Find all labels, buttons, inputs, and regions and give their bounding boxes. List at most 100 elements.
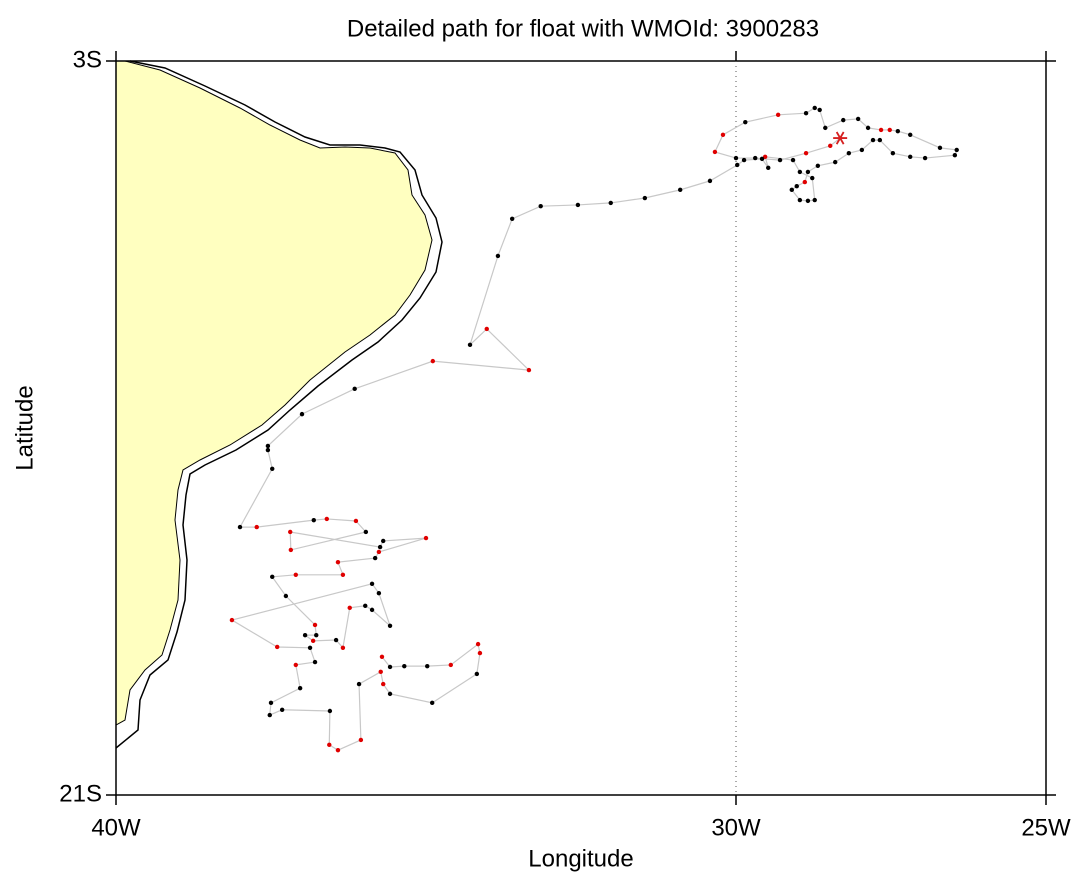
- land: [115, 60, 433, 726]
- profile-point: [762, 154, 768, 160]
- profile-point: [270, 574, 275, 580]
- profile-point: [803, 110, 809, 116]
- profile-point: [777, 157, 783, 163]
- profile-point: [828, 143, 833, 149]
- profile-point: [381, 681, 386, 687]
- profile-point: [307, 645, 313, 650]
- profile-point: [352, 386, 357, 392]
- x-tick-label: 30W: [711, 814, 761, 841]
- profile-point: [775, 112, 781, 118]
- profile-point: [538, 203, 543, 209]
- profile-point: [448, 662, 453, 668]
- profile-point: [937, 145, 943, 151]
- profile-point: [766, 165, 771, 171]
- profile-point: [293, 662, 298, 668]
- profile-point: [347, 605, 352, 611]
- profile-point: [270, 466, 275, 471]
- profile-point: [908, 132, 913, 138]
- profile-point: [376, 590, 382, 596]
- profile-point: [878, 127, 884, 133]
- profile-point: [387, 664, 393, 670]
- profile-point: [425, 663, 430, 669]
- profile-point: [312, 659, 318, 665]
- profile-point: [841, 117, 846, 123]
- profile-point: [333, 637, 339, 643]
- profile-point: [790, 157, 796, 163]
- profile-point: [340, 572, 346, 577]
- profile-point: [358, 737, 364, 743]
- profile-point: [265, 443, 271, 449]
- profile-point: [387, 691, 393, 697]
- profile-point: [743, 119, 748, 125]
- profile-point: [575, 202, 581, 208]
- profile-point: [733, 155, 739, 161]
- profile-point: [870, 137, 876, 143]
- start-marker: [833, 131, 848, 145]
- profile-point: [823, 125, 828, 131]
- profile-point: [279, 707, 285, 712]
- profile-point: [802, 179, 808, 185]
- profile-point: [467, 342, 473, 348]
- chart-title: Detailed path for float with WMOId: 3900…: [347, 15, 819, 42]
- profile-point: [363, 529, 369, 535]
- profile-point: [712, 149, 718, 155]
- profile-point: [877, 137, 883, 143]
- profile-point: [477, 650, 483, 656]
- x-axis-title: Longitude: [528, 845, 633, 872]
- profile-point: [369, 607, 375, 613]
- profile-point: [387, 623, 393, 628]
- depth-contour: [115, 60, 443, 749]
- profile-point: [789, 187, 794, 193]
- x-tick-label: 25W: [1021, 814, 1071, 841]
- profile-point: [310, 638, 316, 644]
- profile-point: [812, 197, 817, 203]
- profile-point: [865, 125, 871, 131]
- profile-point: [288, 547, 294, 553]
- y-axis-title: Latitude: [11, 385, 38, 470]
- profile-point: [378, 669, 383, 675]
- profile-point: [859, 147, 865, 153]
- profile-point: [402, 663, 407, 669]
- profile-point: [495, 253, 501, 259]
- profile-point: [794, 183, 799, 189]
- profile-point: [311, 517, 316, 523]
- profile-point: [642, 195, 648, 201]
- profile-point: [812, 105, 817, 111]
- profile-point: [363, 603, 368, 608]
- profile-point: [293, 572, 298, 577]
- profile-point: [805, 198, 811, 204]
- profile-point: [376, 549, 382, 555]
- profile-point: [302, 632, 308, 638]
- profile-point: [297, 685, 303, 691]
- profile-point: [314, 632, 319, 638]
- profile-point: [855, 116, 861, 122]
- profile-point: [377, 544, 383, 550]
- profile-point: [484, 326, 489, 332]
- profile-point: [353, 518, 359, 524]
- profile-point: [678, 187, 683, 193]
- profile-point: [890, 150, 896, 156]
- profile-point: [423, 535, 429, 541]
- profile-point: [805, 169, 811, 175]
- profile-point: [283, 593, 289, 599]
- profile-point: [759, 156, 765, 162]
- profile-point: [797, 169, 803, 175]
- profile-point: [430, 358, 436, 364]
- profile-point: [817, 107, 822, 113]
- profile-point: [922, 155, 928, 161]
- profile-point: [265, 447, 271, 453]
- profile-point: [335, 747, 341, 753]
- profile-point: [254, 524, 259, 530]
- profile-point: [720, 132, 726, 138]
- profile-point: [741, 157, 747, 163]
- profile-point: [846, 150, 852, 156]
- profile-point: [299, 411, 305, 417]
- profile-point: [275, 644, 280, 650]
- profile-point: [753, 155, 758, 161]
- profile-point: [288, 529, 293, 535]
- profile-point: [526, 367, 532, 373]
- profile-point: [833, 159, 838, 165]
- profile-point: [327, 708, 333, 714]
- profile-point: [267, 712, 272, 718]
- profile-point: [509, 216, 515, 222]
